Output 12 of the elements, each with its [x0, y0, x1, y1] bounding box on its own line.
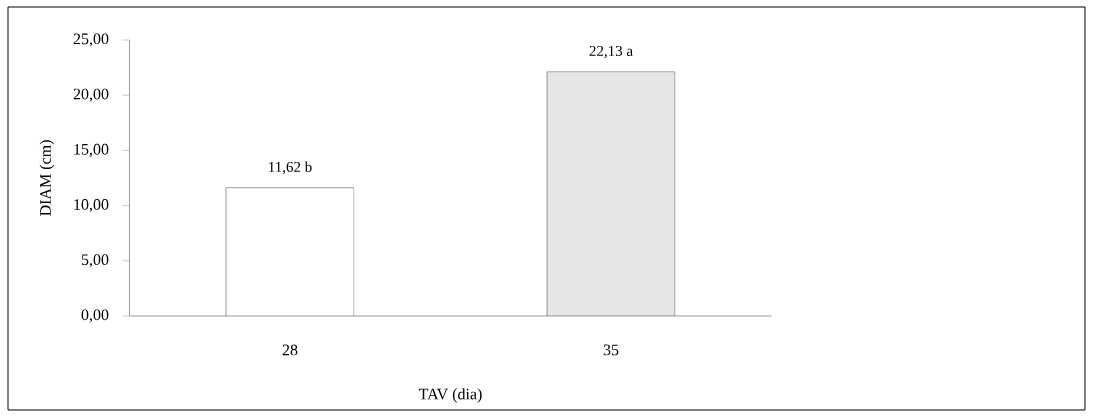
data-label: 11,62 b — [269, 161, 312, 175]
y-tick-label: 0,00 — [81, 309, 109, 323]
x-tick-label: 35 — [603, 344, 619, 356]
y-tick-label: 5,00 — [81, 254, 109, 268]
x-tick-label: 28 — [282, 344, 298, 356]
x-axis-title: TAV (dia) — [418, 388, 482, 403]
data-label: 22,13 a — [589, 45, 633, 59]
y-tick-label: 25,00 — [73, 33, 109, 47]
y-tick-label: 10,00 — [74, 199, 109, 213]
y-tick-label: 15,00 — [74, 143, 109, 157]
y-tick-label: 20,00 — [73, 88, 109, 102]
y-axis-title: DIAM (cm) — [39, 140, 55, 216]
